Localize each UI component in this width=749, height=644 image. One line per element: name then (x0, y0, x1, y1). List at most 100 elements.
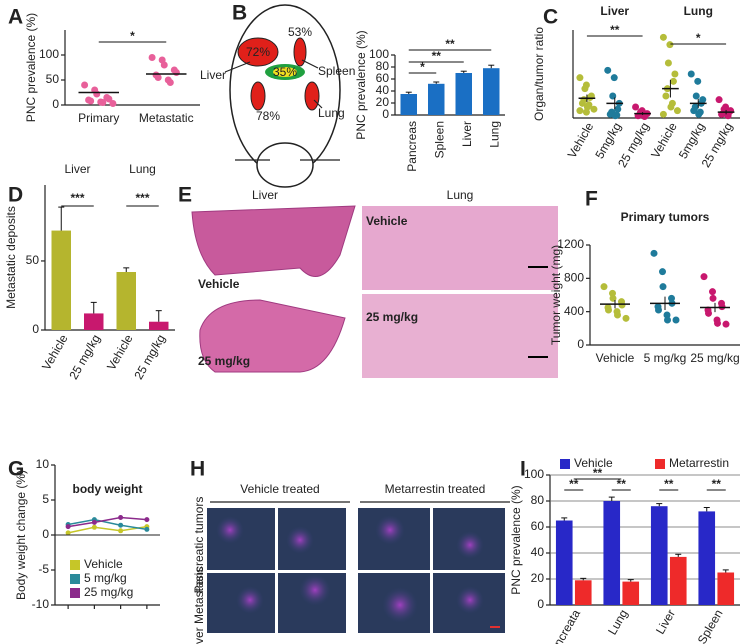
nucleus (375, 515, 405, 545)
y-tick-label: 0 (537, 597, 544, 611)
data-point (81, 81, 89, 89)
panel-label: A (8, 6, 23, 29)
data-point (605, 306, 612, 314)
bar (400, 94, 417, 115)
y-tick-label: 400 (564, 304, 584, 318)
y-tick-label: 100 (524, 467, 544, 481)
marker (144, 526, 150, 532)
image-caption: Vehicle (366, 214, 408, 228)
image-caption: Vehicle (198, 277, 240, 291)
data-point (578, 99, 586, 107)
data-point (672, 316, 680, 324)
percent-label: 78% (256, 109, 280, 123)
y-tick-label: 40 (376, 83, 390, 97)
y-tick-label: 80 (531, 493, 545, 507)
data-point (664, 316, 671, 324)
data-point (614, 311, 621, 319)
legend-swatch (70, 560, 80, 570)
nucleus (236, 586, 264, 614)
organ-label: Spleen (318, 64, 355, 78)
data-point (667, 103, 675, 111)
y-tick-label: 10 (36, 457, 50, 471)
x-tick-label: Liver (653, 607, 678, 637)
organ-label: Lung (318, 106, 345, 120)
data-point (659, 283, 667, 291)
y-tick-label: -10 (32, 597, 50, 611)
image-caption: 25 mg/kg (198, 354, 250, 368)
x-tick-label: Lung (605, 607, 630, 637)
data-point (99, 99, 107, 106)
x-tick-label: 5 mg/kg (644, 351, 687, 365)
scale-bar (528, 266, 548, 268)
bar (698, 511, 716, 605)
marker (118, 522, 124, 528)
y-axis-label: Organ/tumor ratio (532, 27, 546, 121)
legend-swatch (70, 588, 80, 598)
scale-bar (528, 356, 548, 358)
legend-label: Vehicle (84, 557, 123, 571)
significance-label: * (420, 60, 425, 74)
y-tick-label: 50 (46, 72, 60, 86)
fluorescence-panel: H Vehicle treated Metarrestin treated Pa… (190, 458, 510, 644)
legend-label: 5 mg/kg (84, 571, 127, 585)
data-point (611, 112, 619, 120)
y-tick-label: 50 (26, 253, 40, 267)
x-tick-label: Metastatic (139, 111, 194, 125)
image-caption: 25 mg/kg (366, 310, 418, 324)
legend-swatch (70, 574, 80, 584)
y-tick-label: 0 (52, 97, 59, 111)
data-point (576, 107, 584, 115)
panel-label: E (178, 184, 192, 207)
percent-label: 35% (273, 65, 297, 79)
bar (455, 73, 472, 115)
histology-panel: E Liver Lung Vehicle 25 mg/kg Vehicle 25… (178, 184, 558, 378)
percent-label: 72% (246, 45, 270, 59)
y-tick-label: 1200 (557, 237, 584, 251)
bar (149, 321, 169, 330)
y-tick-label: 0 (382, 107, 389, 121)
bar (51, 230, 71, 330)
bar (116, 272, 136, 330)
lung-micrograph (362, 206, 558, 290)
row-label: Pancreatic tumors (192, 497, 206, 594)
y-tick-label: 60 (531, 519, 545, 533)
legend-label: 25 mg/kg (84, 585, 133, 599)
y-axis-label: PNC prevalence (%) (509, 485, 523, 594)
data-point (618, 301, 626, 309)
data-point (692, 92, 700, 100)
column-label: Metarrestin treated (385, 482, 486, 496)
data-point (700, 273, 708, 281)
data-point (659, 268, 666, 276)
x-tick-label: 25 mg/kg (690, 351, 739, 365)
data-point (93, 90, 101, 98)
data-point (166, 79, 174, 86)
data-point (709, 288, 716, 296)
liver-section (191, 205, 356, 277)
data-point (614, 105, 622, 113)
pointer (224, 61, 251, 73)
marker (144, 517, 150, 523)
y-tick-label: 5 (42, 492, 49, 506)
data-point (610, 74, 618, 82)
data-point (673, 107, 681, 115)
data-point (659, 110, 667, 118)
data-point (154, 74, 162, 81)
y-tick-label: 100 (39, 47, 59, 61)
organ-label: Liver (200, 68, 226, 82)
bar (428, 83, 445, 115)
bar (669, 556, 687, 605)
panel-label: C (543, 6, 558, 29)
significance-label: ** (593, 466, 603, 480)
nucleus (382, 587, 418, 623)
data-point (590, 105, 598, 113)
data-point (705, 309, 712, 317)
y-tick-label: 0 (32, 322, 39, 336)
marker (118, 515, 124, 520)
data-point (714, 319, 721, 327)
spleen-organ (293, 37, 307, 67)
bar (483, 68, 500, 115)
x-tick-label: Spleen (432, 121, 446, 158)
data-point (687, 70, 695, 78)
marker (118, 528, 124, 534)
